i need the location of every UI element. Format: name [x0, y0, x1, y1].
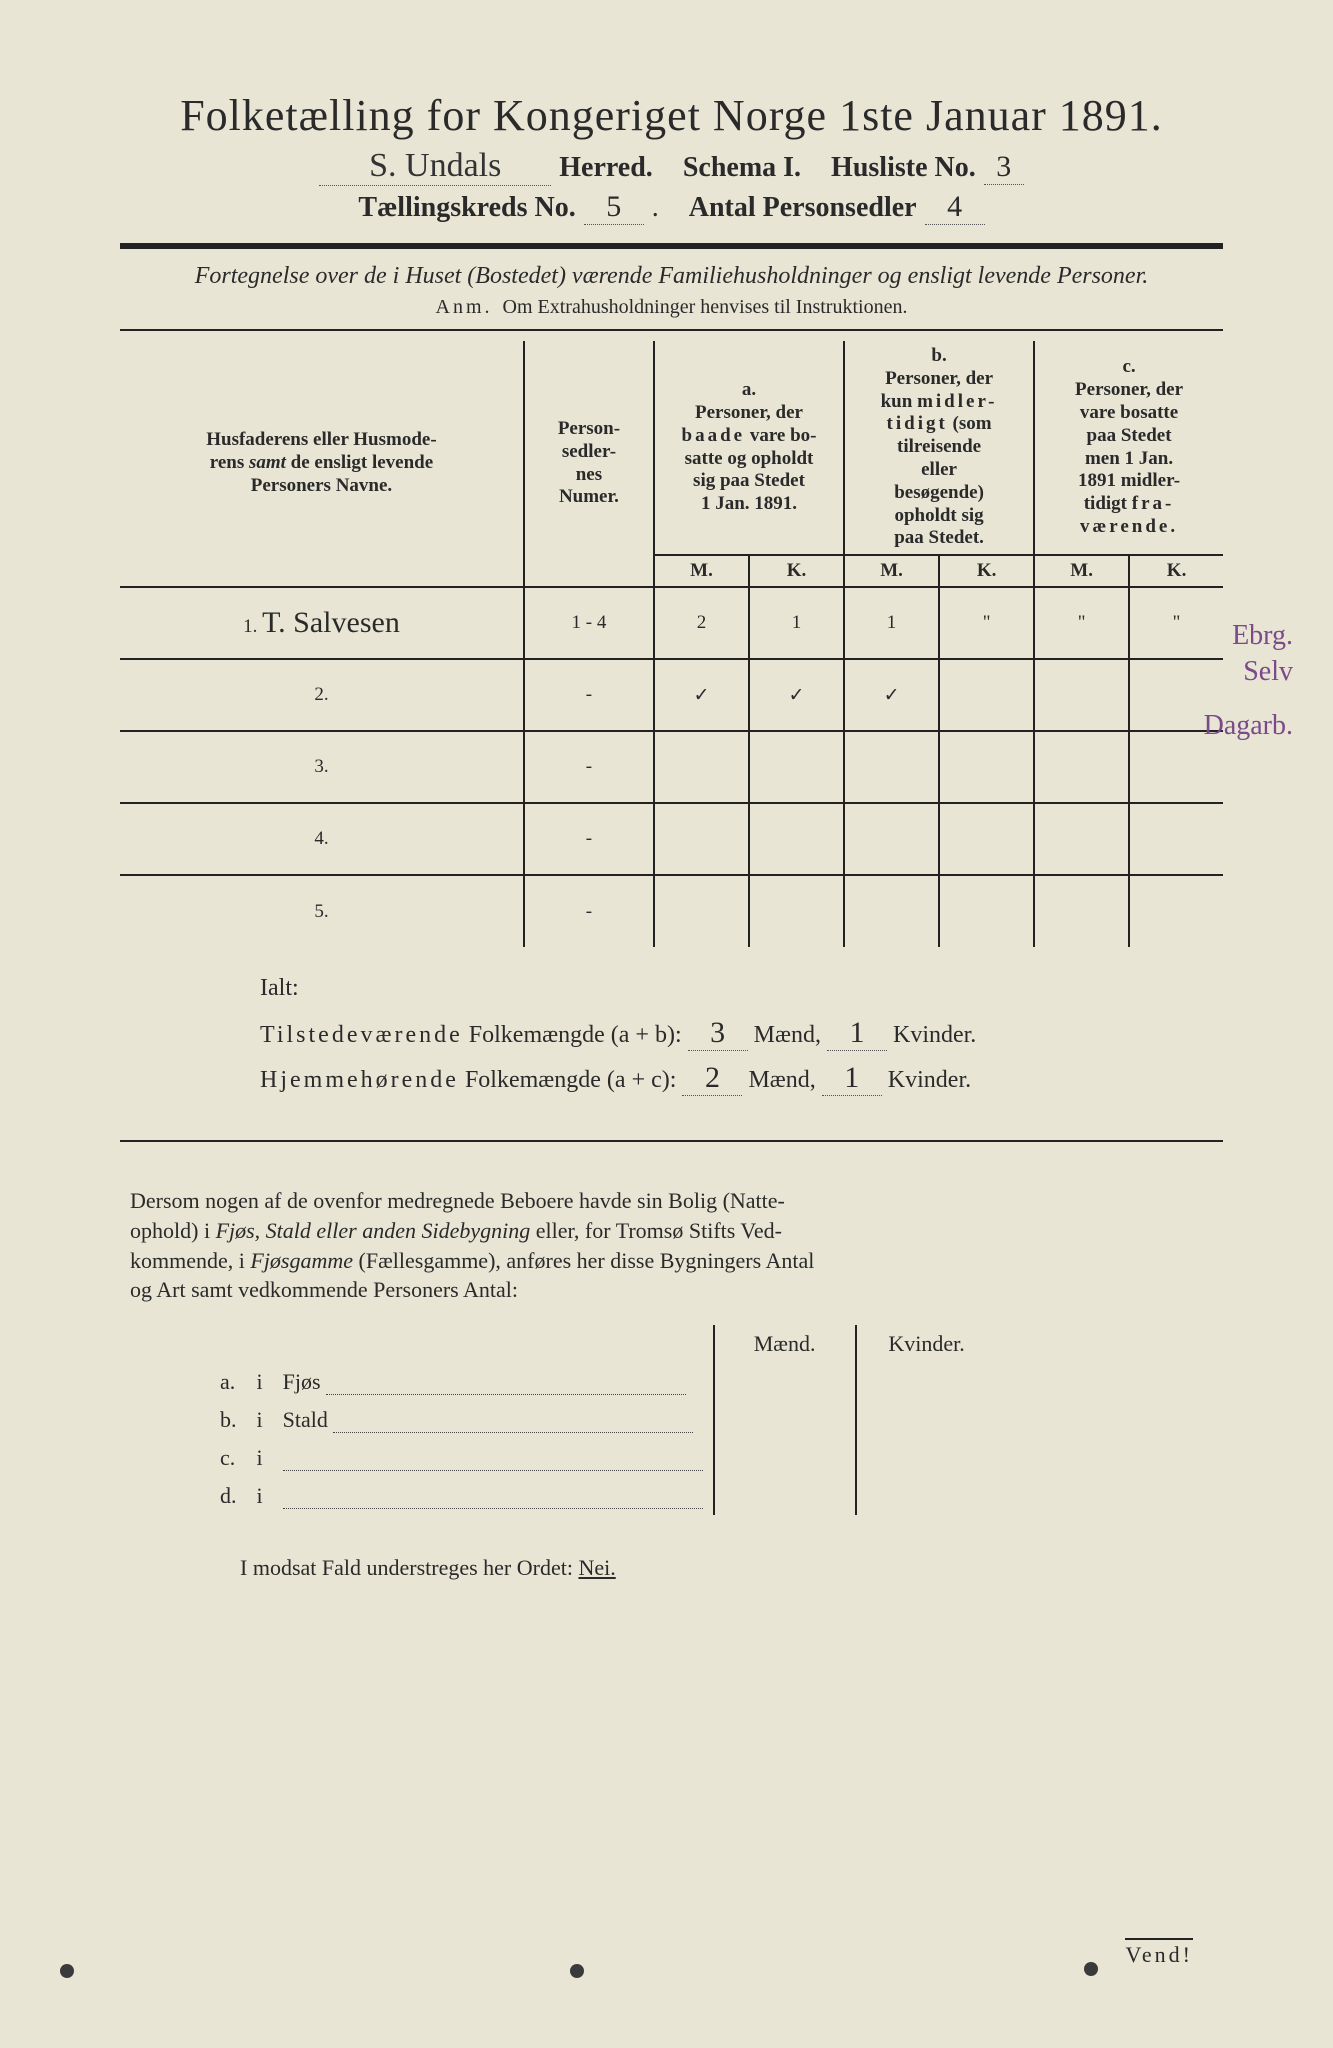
husliste-no: 3 — [984, 150, 1024, 185]
herred-label: Herred. — [559, 152, 653, 184]
hjemme-m: 2 — [682, 1061, 742, 1096]
nei-word: Nei. — [578, 1555, 615, 1580]
vend-label: Vend! — [1125, 1938, 1193, 1968]
th-m: M. — [1034, 555, 1129, 587]
kreds-label: Tællingskreds No. — [358, 192, 575, 224]
totals-block: Ialt: Tilstedeværende Folkemængde (a + b… — [260, 975, 1223, 1096]
bygn-row: c.i — [210, 1439, 997, 1477]
tilstede-label: Tilstedeværende — [260, 1022, 463, 1048]
margin-note: Selv — [1243, 656, 1293, 688]
margin-note: Ebrg. — [1232, 620, 1293, 652]
th-m: M. — [844, 555, 939, 587]
table-row: 5. - — [120, 875, 1223, 947]
bygn-maend: Mænd. — [714, 1325, 856, 1363]
bygninger-table: Mænd. Kvinder. a.i Fjøs b.i Stald c.i d.… — [210, 1325, 997, 1515]
table-row: 1. T. Salvesen 1 - 4 2 1 1 " " " — [120, 587, 1223, 659]
page-title: Folketælling for Kongeriget Norge 1ste J… — [120, 90, 1223, 141]
th-b: b.Personer, derkun midler-tidigt (somtil… — [844, 341, 1034, 555]
th-name: Husfaderens eller Husmode-rens samt de e… — [120, 341, 524, 587]
table-row: 4. - — [120, 803, 1223, 875]
bygn-kvinder: Kvinder. — [856, 1325, 997, 1363]
fortegnelse: Fortegnelse over de i Huset (Bostedet) v… — [120, 263, 1223, 290]
th-k: K. — [1129, 555, 1223, 587]
th-num: Person-sedler-nesNumer. — [524, 341, 654, 587]
th-c: c.Personer, dervare bosattepaa Stedetmen… — [1034, 341, 1223, 555]
th-k: K. — [749, 555, 844, 587]
kreds-no: 5 — [584, 190, 644, 225]
table-row: 3. - — [120, 731, 1223, 803]
margin-note: Dagarb. — [1204, 710, 1293, 742]
bygn-row: b.i Stald — [210, 1401, 997, 1439]
th-a: a.Personer, derbaade vare bo-satte og op… — [654, 341, 844, 555]
table-row: 2. - ✓ ✓ ✓ — [120, 659, 1223, 731]
census-table: Husfaderens eller Husmode-rens samt de e… — [120, 341, 1223, 947]
antal-value: 4 — [925, 190, 985, 225]
nei-line: I modsat Fald understreges her Ordet: Ne… — [240, 1555, 1223, 1581]
divider — [120, 1140, 1223, 1142]
tilstede-k: 1 — [827, 1016, 887, 1051]
husliste-label: Husliste No. — [831, 152, 976, 184]
punch-hole — [570, 1964, 584, 1978]
divider — [120, 329, 1223, 331]
divider — [120, 243, 1223, 249]
antal-label: Antal Personsedler — [689, 192, 917, 224]
header-row-2: Tællingskreds No. 5 . Antal Personsedler… — [120, 190, 1223, 225]
bygn-row: a.i Fjøs — [210, 1363, 997, 1401]
punch-hole — [60, 1964, 74, 1978]
th-m: M. — [654, 555, 749, 587]
bygn-row: d.i — [210, 1477, 997, 1515]
bygninger-paragraph: Dersom nogen af de ovenfor medregnede Be… — [130, 1186, 1213, 1305]
schema-label: Schema I. — [683, 152, 801, 184]
hjemme-k: 1 — [822, 1061, 882, 1096]
header-row-1: S. Undals Herred. Schema I. Husliste No.… — [120, 147, 1223, 186]
tilstede-m: 3 — [688, 1016, 748, 1051]
hjemme-label: Hjemmehørende — [260, 1067, 459, 1093]
herred-name: S. Undals — [319, 147, 551, 186]
ialt-label: Ialt: — [260, 975, 1223, 1002]
anm-note: Anm. Anm. Om Extrahusholdninger henvises… — [120, 296, 1223, 319]
punch-hole — [1084, 1962, 1098, 1976]
th-k: K. — [939, 555, 1034, 587]
